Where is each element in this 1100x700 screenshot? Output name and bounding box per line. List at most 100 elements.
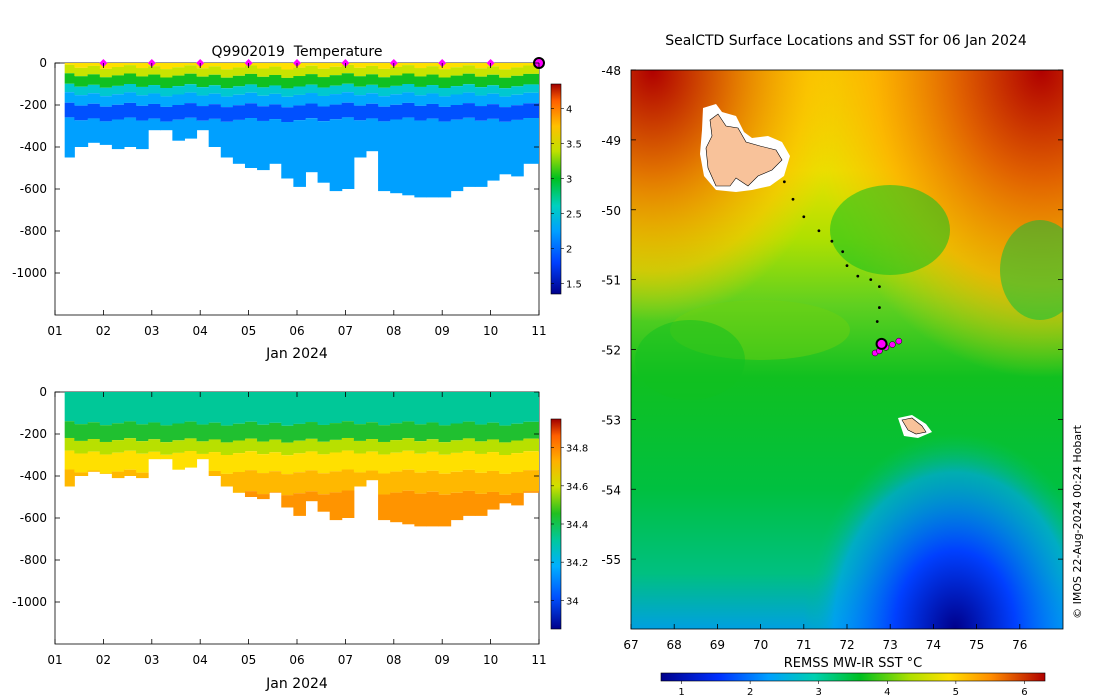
salinity-profile-segment [232, 440, 246, 454]
temperature-profile-segment [486, 63, 500, 67]
track-point [830, 239, 834, 243]
salinity-profile-segment [111, 392, 125, 424]
temperature-profile-segment [74, 76, 89, 87]
temperature-profile-segment [438, 77, 452, 88]
temperature-profile-segment [378, 87, 391, 97]
x-tick-label: 04 [193, 653, 208, 667]
x-tick-label: 06 [289, 324, 304, 338]
x-tick-label: 01 [47, 324, 62, 338]
sst-colorbar-tick-label: 4 [884, 687, 890, 698]
temperature-profile-segment [123, 92, 137, 103]
salinity-profile-segment [293, 472, 306, 494]
y-tick-label: 0 [39, 385, 47, 399]
temperature-profile-segment [402, 65, 415, 74]
lon-tick-label: 69 [710, 638, 725, 652]
temperature-profile-segment [220, 107, 234, 122]
temperature-profile-segment [87, 65, 101, 75]
temperature-profile-segment [148, 74, 161, 86]
salinity-profile-segment [208, 439, 222, 453]
temperature-profile-segment [329, 85, 343, 95]
salinity-profile-segment [293, 453, 306, 473]
y-tick-label: -400 [20, 469, 47, 483]
colorbar-tick-label: 34.2 [566, 558, 588, 569]
salinity-profile-segment [244, 470, 258, 492]
temperature-profile-segment [499, 88, 512, 97]
latitude-axis: -48 -49 -50 -51 -52 -53 -54 -55 [601, 64, 1063, 567]
temperature-profile-segment [123, 102, 137, 118]
salinity-profile-segment [281, 495, 294, 508]
salinity-profile-segment [74, 440, 89, 454]
temperature-profile-segment [269, 85, 282, 94]
temperature-profile-segment [414, 95, 427, 106]
temperature-profile-segment [208, 85, 222, 94]
salinity-profile-segment [111, 452, 125, 472]
temperature-profile-segment [462, 103, 476, 118]
salinity-profile-segment [136, 424, 149, 442]
temperature-profile-segment [136, 68, 149, 77]
temperature-profile-segment [111, 66, 125, 76]
temperature-profile-segment [257, 120, 270, 171]
salinity-profile-segment [462, 438, 476, 452]
temperature-profile-segment [511, 86, 524, 95]
salinity-profile-segment [499, 425, 512, 443]
salinity-profile-segment [341, 450, 355, 470]
salinity-profile-segment [414, 493, 427, 527]
salinity-profile-segment [486, 392, 500, 423]
salinity-profile-segment [426, 422, 440, 440]
temperature-profile-segment [160, 121, 173, 131]
x-tick-label: 03 [144, 653, 159, 667]
temperature-profile-segment [172, 119, 185, 141]
x-tick-label: 05 [241, 324, 256, 338]
salinity-profile-segment [450, 440, 464, 453]
temperature-profile-segment [414, 120, 427, 198]
temperature-profile-segment [523, 65, 539, 74]
temperature-profile-segment [353, 105, 367, 121]
salinity-profile-segment [499, 494, 512, 504]
salinity-profile-segment [499, 392, 512, 426]
temperature-colorbar [550, 83, 562, 295]
salinity-profile-segment [220, 425, 234, 443]
salinity-profile-segment [257, 441, 270, 455]
temperature-profile-segment [208, 118, 222, 147]
temperature-profile-segment [172, 94, 185, 105]
temperature-profile-segment [317, 63, 331, 69]
x-tick-label: 09 [435, 653, 450, 667]
lon-tick-label: 73 [883, 638, 898, 652]
salinity-profile-segment [390, 471, 403, 493]
temperature-profile-segment [353, 120, 367, 158]
temperature-profile-segment [390, 104, 403, 120]
temperature-profile-segment [64, 117, 75, 158]
salinity-profile-segment [414, 392, 427, 425]
temperature-profile-segment [511, 119, 524, 177]
salinity-profile-segment [257, 494, 270, 500]
temperature-profile-segment [462, 65, 476, 74]
y-tick-label: -600 [20, 511, 47, 525]
temperature-profile-segment [317, 121, 331, 183]
colorbar-tick-label: 3.5 [566, 140, 582, 151]
temperature-profile-segment [269, 119, 282, 164]
salinity-profile-segment [172, 452, 185, 470]
temperature-profile-segment [123, 73, 137, 84]
temperature-profile-segment [220, 77, 234, 89]
salinity-profile-segment [148, 439, 161, 452]
sst-colorbar-tick-label: 3 [816, 687, 822, 698]
temperature-profile-segment [111, 119, 125, 150]
salinity-profile-segment [305, 438, 319, 452]
temperature-profile-segment [426, 103, 440, 119]
salinity-profile-segment [99, 392, 113, 426]
temperature-title: Q9902019 Temperature [212, 44, 383, 60]
temperature-profile-segment [329, 119, 343, 192]
temperature-profile-segment [365, 63, 379, 66]
temperature-profile-segment [196, 95, 210, 107]
temperature-profile-segment [148, 66, 161, 75]
temperature-profile-segment [474, 76, 488, 88]
track-point [802, 215, 806, 219]
salinity-profile-segment [317, 424, 331, 442]
salinity-profile-segment [486, 422, 500, 440]
salinity-profile-segment [426, 470, 440, 492]
salinity-profile-segment [196, 392, 210, 425]
temperature-profile-segment [123, 117, 137, 147]
salinity-profile-segment [220, 473, 234, 487]
salinity-profile-segment [111, 440, 125, 453]
temperature-profile-segment [111, 63, 125, 67]
